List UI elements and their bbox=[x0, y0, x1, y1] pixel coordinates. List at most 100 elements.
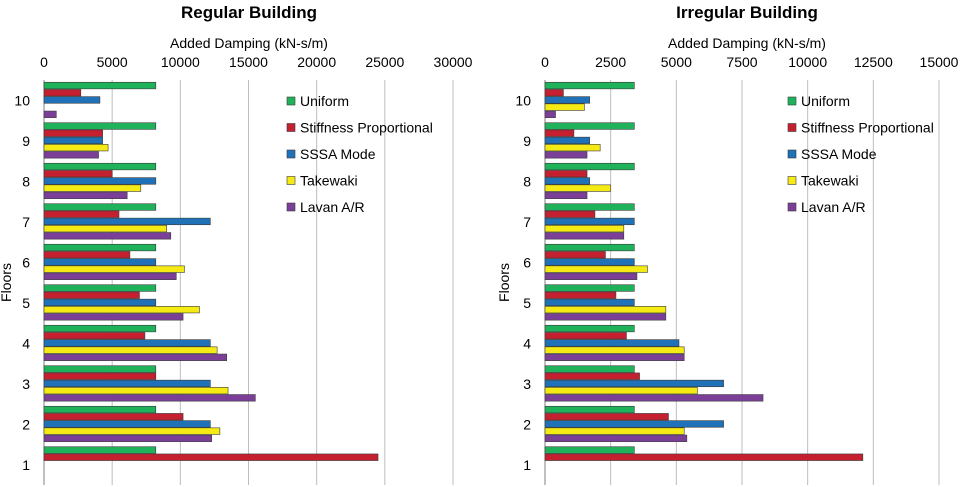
bar-lavan-a-r-floor-2 bbox=[43, 434, 212, 442]
bar-sssa-mode-floor-2 bbox=[43, 420, 211, 428]
legend-label-sssa-mode: SSSA Mode bbox=[801, 146, 877, 162]
bar-uniform-floor-10 bbox=[43, 81, 157, 90]
bar-stiffness-proportional-floor-8 bbox=[544, 170, 588, 178]
legend-swatch-takewaki bbox=[787, 176, 797, 185]
legend-swatch-sssa-mode bbox=[787, 149, 797, 159]
y-tick-label: 4 bbox=[523, 335, 531, 351]
bar-lavan-a-r-floor-4 bbox=[544, 353, 685, 361]
bar-uniform-floor-9 bbox=[43, 122, 157, 130]
bar-stiffness-proportional-floor-6 bbox=[544, 251, 606, 259]
bar-lavan-a-r-floor-8 bbox=[544, 191, 588, 199]
bar-uniform-floor-2 bbox=[43, 405, 157, 414]
bar-sssa-mode-floor-2 bbox=[544, 420, 724, 428]
legend-label-uniform: Uniform bbox=[801, 93, 850, 109]
bar-uniform-floor-6 bbox=[544, 243, 635, 252]
bar-uniform-floor-5 bbox=[544, 284, 635, 292]
y-tick-label: 1 bbox=[22, 457, 30, 473]
legend-label-sssa-mode: SSSA Mode bbox=[300, 146, 376, 162]
x-tick-label: 15000 bbox=[920, 54, 959, 70]
x-tick-label: 12500 bbox=[854, 54, 893, 70]
bar-uniform-floor-3 bbox=[43, 365, 157, 373]
bar-sssa-mode-floor-6 bbox=[43, 258, 157, 266]
bar-uniform-floor-1 bbox=[43, 446, 157, 454]
bar-lavan-a-r-floor-5 bbox=[43, 313, 184, 321]
legend-label-lavan-a-r: Lavan A/R bbox=[801, 199, 866, 215]
bar-sssa-mode-floor-7 bbox=[544, 217, 635, 226]
y-tick-label: 6 bbox=[523, 254, 531, 270]
bar-sssa-mode-floor-10 bbox=[544, 96, 590, 104]
y-tick-label: 3 bbox=[523, 376, 531, 392]
bar-uniform-floor-3 bbox=[544, 365, 635, 373]
bar-stiffness-proportional-floor-3 bbox=[544, 372, 640, 380]
bar-stiffness-proportional-floor-7 bbox=[544, 210, 596, 218]
x-tick-label: 25000 bbox=[365, 54, 404, 70]
bar-sssa-mode-floor-4 bbox=[43, 339, 211, 347]
bar-stiffness-proportional-floor-1 bbox=[43, 453, 379, 461]
y-tick-label: 10 bbox=[14, 92, 30, 108]
bar-stiffness-proportional-floor-8 bbox=[43, 170, 113, 178]
legend-swatch-stiffness-proportional bbox=[286, 123, 296, 132]
bar-stiffness-proportional-floor-7 bbox=[43, 210, 120, 218]
x-tick-label: 2500 bbox=[595, 54, 626, 70]
irregular-building-chart: Irregular Building Added Damping (kN-s/m)… bbox=[496, 3, 959, 485]
bar-takewaki-floor-10 bbox=[544, 103, 585, 111]
bar-takewaki-floor-3 bbox=[544, 387, 698, 395]
bar-uniform-floor-2 bbox=[544, 405, 635, 414]
bar-lavan-a-r-floor-6 bbox=[43, 272, 177, 280]
y-tick-label: 8 bbox=[523, 173, 531, 189]
bar-lavan-a-r-floor-4 bbox=[43, 353, 227, 361]
bar-sssa-mode-floor-3 bbox=[544, 379, 724, 388]
bar-sssa-mode-floor-9 bbox=[43, 136, 103, 145]
bar-sssa-mode-floor-5 bbox=[544, 298, 635, 307]
y-tick-label: 7 bbox=[523, 214, 531, 230]
bar-uniform-floor-8 bbox=[544, 162, 635, 171]
bar-uniform-floor-4 bbox=[43, 324, 157, 333]
bar-takewaki-floor-6 bbox=[43, 265, 185, 273]
chart-title: Irregular Building bbox=[676, 3, 818, 22]
bar-sssa-mode-floor-6 bbox=[544, 258, 635, 266]
legend-label-stiffness-proportional: Stiffness Proportional bbox=[300, 120, 433, 136]
bar-sssa-mode-floor-3 bbox=[43, 379, 211, 388]
bar-takewaki-floor-5 bbox=[544, 306, 667, 314]
bar-lavan-a-r-floor-5 bbox=[544, 313, 667, 321]
y-tick-label: 9 bbox=[22, 133, 30, 149]
y-tick-label: 1 bbox=[523, 457, 531, 473]
x-tick-label: 5000 bbox=[97, 54, 128, 70]
x-tick-label: 20000 bbox=[297, 54, 336, 70]
bar-uniform-floor-6 bbox=[43, 243, 157, 252]
y-axis-label: Floors bbox=[496, 263, 512, 302]
legend-swatch-sssa-mode bbox=[286, 149, 296, 159]
bar-stiffness-proportional-floor-10 bbox=[544, 89, 564, 97]
y-tick-label: 9 bbox=[523, 133, 531, 149]
bar-sssa-mode-floor-8 bbox=[544, 177, 590, 185]
bar-sssa-mode-floor-8 bbox=[43, 177, 157, 185]
bar-takewaki-floor-4 bbox=[43, 346, 218, 354]
bar-stiffness-proportional-floor-10 bbox=[43, 89, 82, 97]
x-axis-label: Added Damping (kN-s/m) bbox=[668, 35, 826, 51]
bar-lavan-a-r-floor-6 bbox=[544, 272, 638, 280]
y-tick-label: 10 bbox=[515, 92, 531, 108]
bar-stiffness-proportional-floor-6 bbox=[43, 251, 131, 259]
legend-swatch-takewaki bbox=[286, 176, 296, 185]
y-tick-label: 6 bbox=[22, 254, 30, 270]
bar-stiffness-proportional-floor-3 bbox=[43, 372, 157, 380]
bar-lavan-a-r-floor-2 bbox=[544, 434, 688, 442]
bar-takewaki-floor-7 bbox=[544, 225, 625, 233]
y-tick-label: 5 bbox=[22, 295, 30, 311]
bar-lavan-a-r-floor-7 bbox=[43, 232, 172, 240]
y-axis-label: Floors bbox=[0, 263, 14, 302]
bar-lavan-a-r-floor-3 bbox=[43, 394, 256, 402]
bar-stiffness-proportional-floor-2 bbox=[43, 413, 184, 421]
bar-lavan-a-r-floor-10 bbox=[544, 110, 556, 118]
bar-stiffness-proportional-floor-2 bbox=[544, 413, 669, 421]
bar-uniform-floor-4 bbox=[544, 324, 635, 333]
bar-uniform-floor-8 bbox=[43, 162, 157, 171]
bar-lavan-a-r-floor-9 bbox=[544, 151, 588, 159]
bar-lavan-a-r-floor-10 bbox=[43, 110, 57, 118]
legend-swatch-stiffness-proportional bbox=[787, 123, 797, 132]
bar-takewaki-floor-9 bbox=[544, 144, 601, 152]
bar-stiffness-proportional-floor-9 bbox=[544, 129, 575, 137]
y-tick-label: 5 bbox=[523, 295, 531, 311]
bar-stiffness-proportional-floor-9 bbox=[43, 129, 103, 137]
regular-building-chart: Regular Building Added Damping (kN-s/m) 0 5… bbox=[0, 3, 473, 485]
